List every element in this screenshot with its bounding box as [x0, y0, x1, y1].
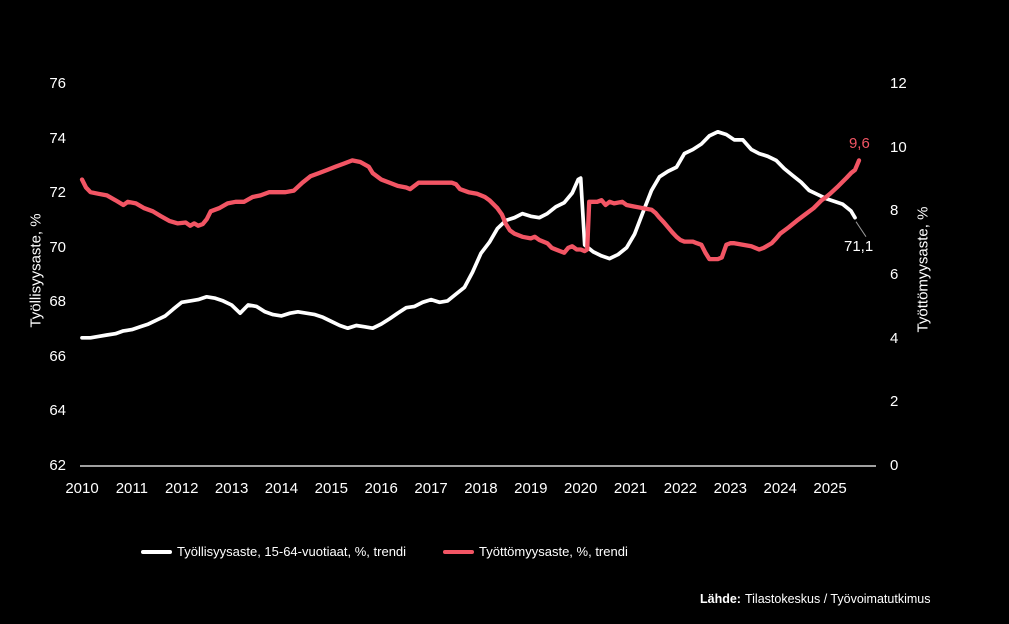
tick-right: 8 — [890, 202, 899, 220]
employment-trend-line — [80, 129, 857, 340]
tick-x: 2023 — [713, 480, 747, 497]
source-prefix: Lähde: — [700, 592, 741, 606]
source-text: Tilastokeskus / Työvoimatutkimus — [744, 592, 931, 606]
unemployment-trend-line — [79, 158, 862, 262]
tick-x: 2022 — [663, 480, 698, 497]
tick-x: 2012 — [165, 480, 199, 497]
legend-label-unemployment: Työttömyysaste, %, trendi — [479, 544, 628, 559]
tick-x: 2017 — [414, 480, 448, 497]
tick-right: 4 — [890, 329, 899, 347]
tick-right: 12 — [890, 75, 907, 92]
tick-right: 10 — [890, 138, 907, 156]
tick-x: 2011 — [115, 480, 148, 497]
tick-x: 2024 — [763, 480, 797, 497]
tick-left: 72 — [49, 184, 66, 202]
employment-line-swatch-icon — [141, 549, 172, 554]
tick-x: 2025 — [813, 480, 847, 497]
legend-item-employment: Työllisyysaste, 15-64-vuotiaat, %, trend… — [141, 544, 406, 559]
tick-left: 76 — [49, 75, 66, 92]
source-line: Lähde: Tilastokeskus / Työvoimatutkimus — [700, 592, 930, 606]
tick-x: 2021 — [613, 480, 648, 497]
tick-right: 6 — [890, 266, 899, 283]
tick-left: 68 — [49, 293, 66, 311]
unemployment-line-swatch-icon — [443, 549, 474, 554]
tick-left: 74 — [49, 129, 66, 147]
tick-right: 0 — [890, 457, 899, 474]
tick-x: 2020 — [564, 480, 598, 497]
tick-right: 2 — [890, 393, 899, 411]
tick-left: 66 — [49, 347, 66, 365]
tick-x: 2014 — [264, 480, 299, 497]
tick-x: 2018 — [464, 480, 498, 497]
label-leader-line — [855, 221, 867, 237]
legend-item-unemployment: Työttömyysaste, %, trendi — [443, 544, 628, 559]
tick-left: 70 — [49, 238, 66, 256]
unemployment-end-value-label: 9,6 — [848, 135, 870, 153]
employment-end-value-label: 71,1 — [843, 237, 874, 255]
tick-left: 62 — [49, 457, 66, 474]
tick-left: 64 — [49, 402, 66, 420]
tick-x: 2013 — [214, 480, 249, 497]
tick-x: 2019 — [514, 480, 548, 497]
tick-x: 2015 — [314, 480, 349, 497]
legend-label-employment: Työllisyysaste, 15-64-vuotiaat, %, trend… — [177, 544, 407, 559]
tick-x: 2016 — [364, 480, 398, 497]
tick-x: 2010 — [65, 480, 99, 497]
